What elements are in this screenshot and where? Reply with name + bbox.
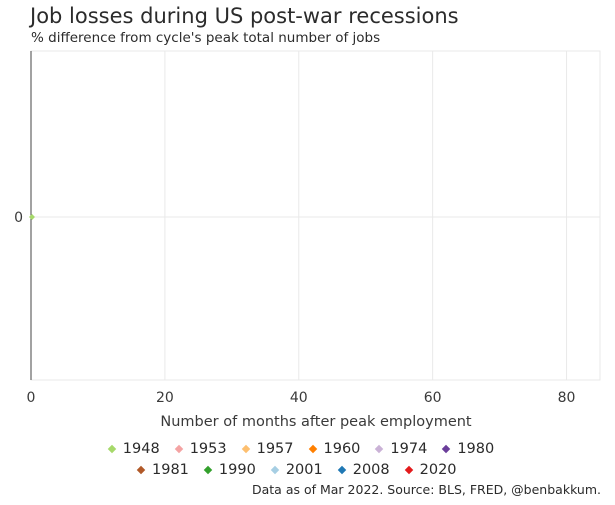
- x-tick-label: 0: [27, 390, 36, 406]
- legend-label: 1960: [323, 441, 361, 457]
- legend-item[interactable]: 1960: [308, 441, 361, 457]
- legend-swatch-icon: [107, 444, 117, 454]
- legend-row: 1981 1990 2001 2008 2020: [0, 460, 615, 480]
- x-axis-title: Number of months after peak employment: [160, 414, 472, 430]
- series-point: [29, 214, 35, 220]
- legend-item[interactable]: 1948: [107, 441, 160, 457]
- x-tick-label: 40: [290, 390, 308, 406]
- legend-label: 2008: [352, 462, 390, 478]
- legend-item[interactable]: 2008: [337, 462, 390, 478]
- legend-item[interactable]: 2020: [404, 462, 457, 478]
- legend-label: 2020: [419, 462, 457, 478]
- legend-label: 1953: [189, 441, 227, 457]
- legend-label: 1981: [152, 462, 189, 478]
- legend-item[interactable]: 1980: [441, 441, 494, 457]
- legend-swatch-icon: [442, 444, 451, 454]
- legend-swatch-icon: [375, 444, 384, 454]
- legend-swatch-icon: [270, 465, 280, 475]
- x-tick-label: 80: [558, 390, 576, 406]
- legend-item[interactable]: 1953: [174, 441, 227, 457]
- legend-swatch-icon: [203, 465, 213, 475]
- legend-swatch-icon: [308, 444, 317, 454]
- legend-swatch-icon: [337, 465, 346, 475]
- chart-title: Job losses during US post-war recessions: [30, 4, 459, 28]
- legend-label: 1990: [218, 462, 256, 478]
- legend-swatch-icon: [404, 465, 413, 475]
- legend-item[interactable]: 1974: [374, 441, 427, 457]
- legend-label: 2001: [285, 462, 323, 478]
- legend-swatch-icon: [136, 465, 146, 475]
- chart-plot: 0 20 40 60 80 0 Number of months after peak em…: [14, 50, 601, 430]
- legend-row: 1948 1953 1957 1960 1974 1980: [0, 439, 615, 459]
- legend-label: 1948: [122, 441, 160, 457]
- legend-label: 1957: [256, 441, 294, 457]
- legend-item[interactable]: 1990: [203, 462, 256, 478]
- x-tick-label: 60: [424, 390, 442, 406]
- legend-item[interactable]: 1981: [136, 462, 189, 478]
- chart-legend: 1948 1953 1957 1960 1974 1980 1981 1990 2001 200…: [0, 439, 615, 481]
- legend-label: 1980: [457, 441, 495, 457]
- legend-swatch-icon: [174, 444, 183, 454]
- legend-item[interactable]: 1957: [241, 441, 294, 457]
- legend-item[interactable]: 2001: [270, 462, 323, 478]
- plot-border: [30, 50, 601, 381]
- legend-swatch-icon: [241, 444, 250, 454]
- chart-subtitle: % difference from cycle's peak total num…: [31, 30, 381, 46]
- source-note: Data as of Mar 2022. Source: BLS, FRED, …: [252, 482, 601, 497]
- x-tick-label: 20: [156, 390, 174, 406]
- legend-label: 1974: [390, 441, 428, 457]
- y-tick-label: 0: [14, 210, 23, 226]
